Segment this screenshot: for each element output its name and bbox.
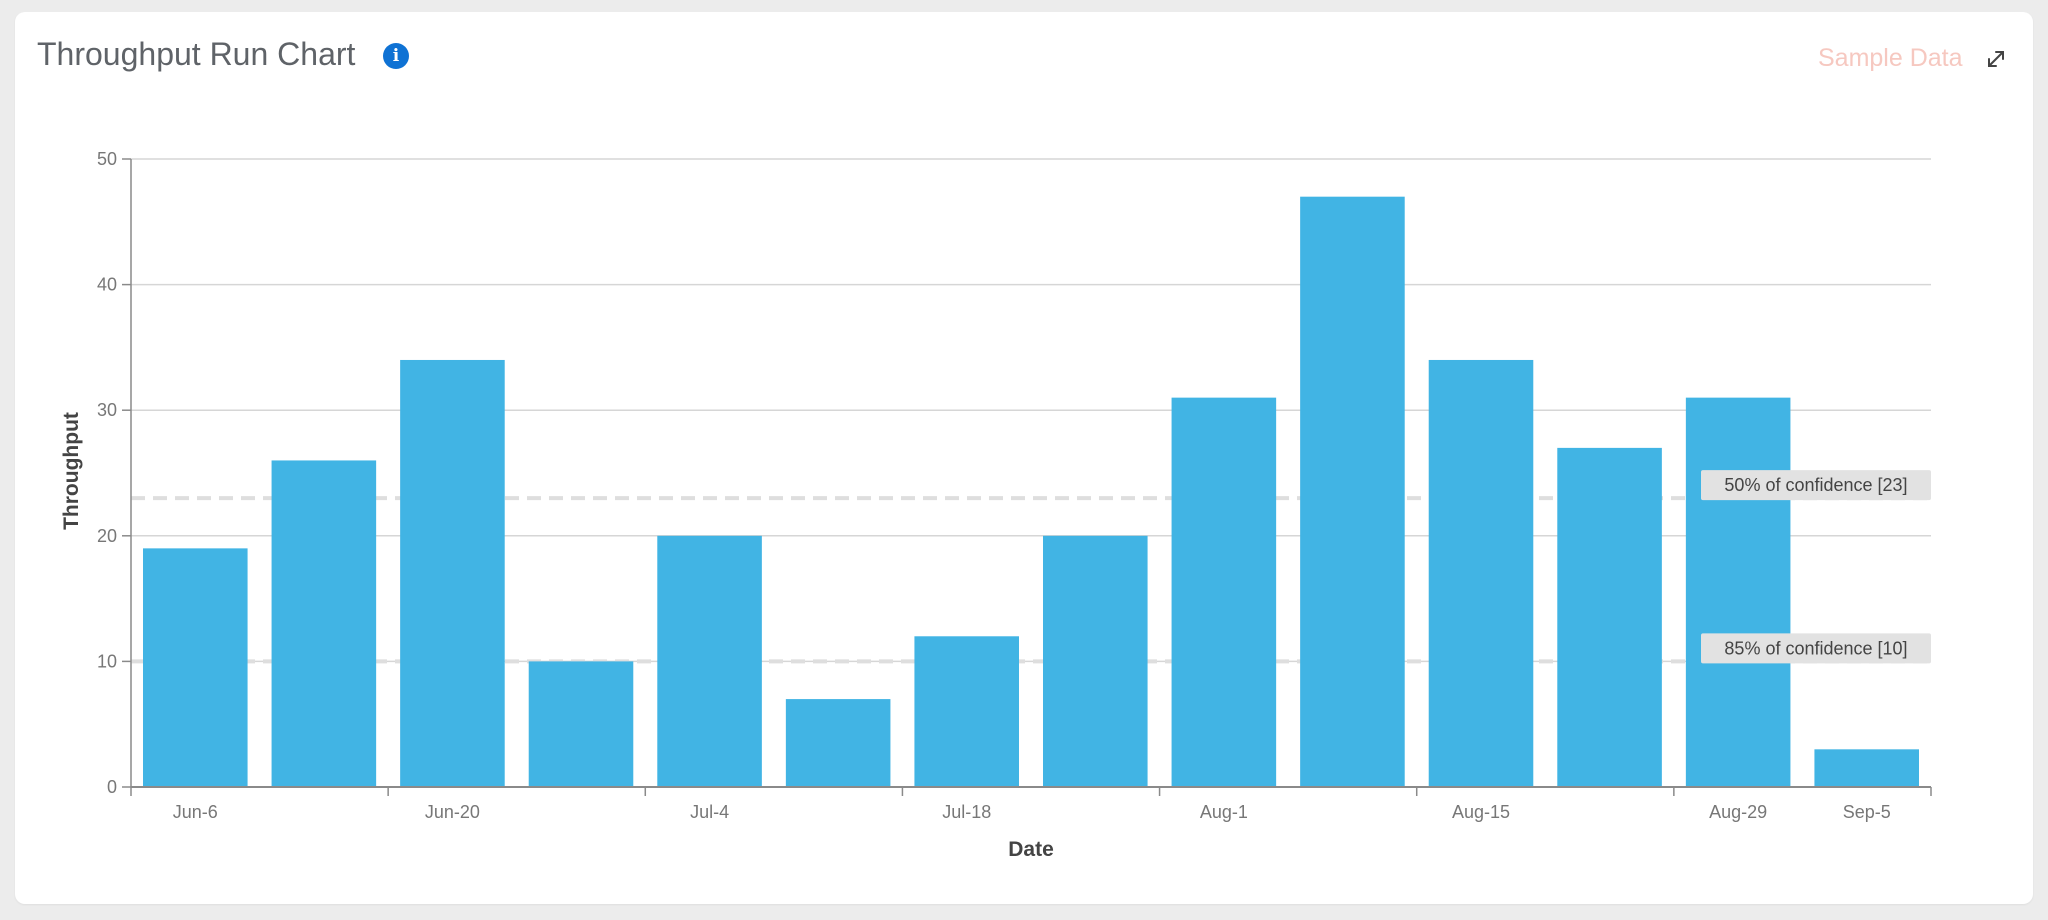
bar[interactable] [400, 359, 505, 787]
y-axis-title: Throughput [60, 412, 83, 530]
y-tick-label: 50 [97, 149, 117, 169]
chart-title: Throughput Run Chart [37, 36, 356, 72]
y-tick-label: 40 [97, 275, 117, 295]
bar[interactable] [1685, 397, 1791, 787]
bar[interactable] [1557, 447, 1662, 787]
bar[interactable] [1814, 749, 1919, 787]
x-tick-label: Sep-5 [1843, 802, 1891, 822]
bar[interactable] [1300, 196, 1405, 787]
y-tick-label: 30 [97, 400, 117, 420]
bar[interactable] [1171, 397, 1277, 787]
confidence-label: 85% of confidence [10] [1724, 638, 1907, 658]
x-tick-label: Aug-29 [1709, 802, 1767, 822]
bar[interactable] [528, 661, 634, 787]
bar[interactable] [657, 535, 762, 787]
confidence-label: 50% of confidence [23] [1724, 475, 1907, 495]
x-tick-label: Jun-20 [425, 802, 480, 822]
bar[interactable] [914, 636, 1019, 787]
info-icon[interactable]: i [383, 43, 409, 69]
x-tick-label: Aug-1 [1200, 802, 1248, 822]
x-tick-label: Jun-6 [173, 802, 218, 822]
bar[interactable] [143, 548, 248, 787]
bar[interactable] [271, 460, 377, 787]
confidence-label-bg [1701, 470, 1931, 501]
x-tick-label: Jul-4 [690, 802, 729, 822]
confidence-label-bg [1701, 633, 1931, 664]
y-tick-label: 10 [97, 651, 117, 671]
bar[interactable] [1043, 535, 1148, 787]
x-axis-title: Date [1008, 838, 1054, 861]
bar[interactable] [785, 699, 891, 787]
y-tick-label: 20 [97, 526, 117, 546]
x-tick-label: Jul-18 [942, 802, 991, 822]
bar[interactable] [1428, 359, 1534, 787]
expand-icon[interactable] [1986, 49, 2006, 69]
y-tick-label: 0 [107, 777, 117, 797]
x-tick-label: Aug-15 [1452, 802, 1510, 822]
sample-data-label: Sample Data [1818, 44, 1963, 72]
